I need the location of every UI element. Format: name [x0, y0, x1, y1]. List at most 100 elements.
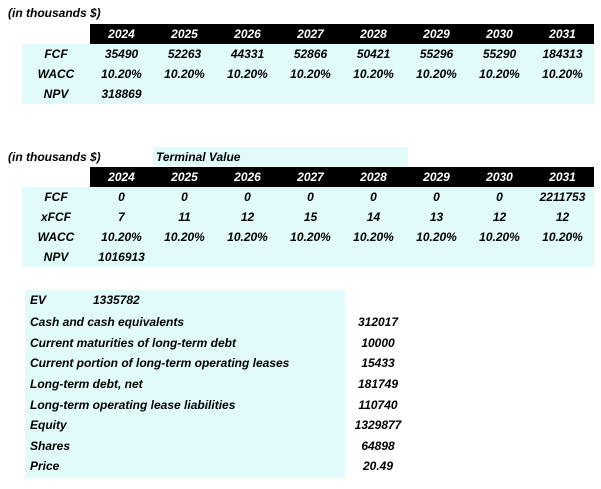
- summary-panel: [25, 290, 345, 478]
- table-cell: 10.20%: [227, 230, 268, 244]
- table2-year: 2027: [279, 167, 342, 187]
- table-cell: 10.20%: [290, 230, 331, 244]
- table-cell: 55290: [482, 47, 517, 61]
- dcf-table-2: 2024 2025 2026 2027 2028 2029 2030 2031 …: [22, 167, 594, 267]
- table-cell: 10.20%: [416, 230, 457, 244]
- table2-year: 2025: [153, 167, 216, 187]
- table-cell: 50421: [356, 47, 391, 61]
- summary-label: Current maturities of long-term debt: [30, 336, 237, 350]
- table1-year: 2025: [153, 24, 216, 44]
- ev-label: EV: [30, 293, 47, 307]
- table2-header-row: 2024 2025 2026 2027 2028 2029 2030 2031: [22, 167, 594, 187]
- dcf-table-1: 2024 2025 2026 2027 2028 2029 2030 2031 …: [22, 24, 594, 104]
- table2-year: 2029: [405, 167, 468, 187]
- table-cell: 14: [366, 210, 381, 224]
- summary-label: Long-term operating lease liabilities: [30, 398, 236, 412]
- table-cell: 11: [178, 210, 191, 224]
- summary-label: Current portion of long-term operating l…: [30, 356, 290, 370]
- table1-year: 2029: [405, 24, 468, 44]
- summary-value: 15433: [361, 356, 395, 370]
- table-cell: 13: [429, 210, 444, 224]
- summary-label: Cash and cash equivalents: [30, 315, 185, 329]
- table-cell: 35490: [104, 47, 139, 61]
- table-cell: 10.20%: [101, 230, 142, 244]
- row-label: WACC: [37, 67, 75, 81]
- table-row: FCF 0 0 0 0 0 0 0 2211753: [22, 187, 594, 207]
- table-cell: 10.20%: [542, 67, 583, 81]
- table-cell: 12: [240, 210, 255, 224]
- table-cell: 0: [496, 190, 503, 204]
- table1-year: 2026: [216, 24, 279, 44]
- summary-label: Long-term debt, net: [30, 377, 143, 391]
- table-cell: 10.20%: [416, 67, 457, 81]
- summary-value: 20.49: [362, 459, 394, 473]
- table-cell: 10.20%: [479, 230, 520, 244]
- table-cell: 7: [118, 210, 125, 224]
- summary-value: 312017: [357, 315, 399, 329]
- row-label: NPV: [43, 87, 69, 101]
- summary-label: Price: [30, 459, 60, 473]
- table-cell: 10.20%: [353, 230, 394, 244]
- table-cell: 10.20%: [542, 230, 583, 244]
- table-cell: 10.20%: [164, 230, 205, 244]
- table-cell: 0: [433, 190, 440, 204]
- row-label: WACC: [37, 230, 75, 244]
- table-cell: 52866: [293, 47, 328, 61]
- table-cell: 2211753: [539, 190, 586, 204]
- terminal-value-label: Terminal Value: [156, 150, 241, 164]
- table-row: FCF 35490 52263 44331 52866 50421 55296 …: [22, 44, 594, 64]
- table-cell: 0: [181, 190, 188, 204]
- terminal-value-title: Terminal Value: [153, 147, 408, 166]
- summary-label: Equity: [30, 418, 67, 432]
- table2-year: 2024: [90, 167, 153, 187]
- row-label: NPV: [43, 250, 69, 264]
- table-cell: 184313: [542, 47, 583, 61]
- ev-value: 1335782: [93, 293, 140, 307]
- table-cell: 55296: [419, 47, 454, 61]
- table-cell: 10.20%: [164, 67, 205, 81]
- table-cell: 52263: [167, 47, 202, 61]
- table-row: WACC 10.20% 10.20% 10.20% 10.20% 10.20% …: [22, 64, 594, 84]
- table-row: NPV 1016913: [22, 247, 594, 267]
- table-cell: 10.20%: [290, 67, 331, 81]
- table2-year: 2031: [531, 167, 594, 187]
- summary-values: [345, 290, 407, 478]
- table1-caption: (in thousands $): [8, 6, 101, 20]
- summary-value: 1329877: [354, 418, 402, 432]
- summary-label: Shares: [30, 439, 71, 453]
- table2-year: 2026: [216, 167, 279, 187]
- summary-value: 10000: [361, 336, 395, 350]
- summary-value: 110740: [358, 398, 398, 412]
- table1-year: 2027: [279, 24, 342, 44]
- table-cell: 10.20%: [353, 67, 394, 81]
- table-row: xFCF 7 11 12 15 14 13 12 12: [22, 207, 594, 227]
- table2-year: 2030: [468, 167, 531, 187]
- table-cell: 0: [307, 190, 314, 204]
- table-cell: 44331: [230, 47, 265, 61]
- table2-caption: (in thousands $): [8, 150, 101, 164]
- table-cell: 10.20%: [101, 67, 142, 81]
- summary-value: 181749: [357, 377, 399, 391]
- table-cell: 0: [118, 190, 125, 204]
- table-cell: 10.20%: [479, 67, 520, 81]
- table-cell: 12: [492, 210, 507, 224]
- row-label: FCF: [44, 47, 68, 61]
- table-row: WACC 10.20% 10.20% 10.20% 10.20% 10.20% …: [22, 227, 594, 247]
- table2-year: 2028: [342, 167, 405, 187]
- table-cell: 0: [370, 190, 377, 204]
- row-label: xFCF: [41, 210, 71, 224]
- table-row: NPV 318869: [22, 84, 594, 104]
- table1-year: 2028: [342, 24, 405, 44]
- summary-value: 64898: [361, 439, 395, 453]
- table1-year: 2031: [531, 24, 594, 44]
- table1-year: 2024: [90, 24, 153, 44]
- table-cell: 1016913: [98, 250, 145, 264]
- row-label: FCF: [44, 190, 68, 204]
- table-cell: 10.20%: [227, 67, 268, 81]
- table-cell: 15: [303, 210, 318, 224]
- table1-header-row: 2024 2025 2026 2027 2028 2029 2030 2031: [22, 24, 594, 44]
- table-cell: 0: [244, 190, 251, 204]
- table1-year: 2030: [468, 24, 531, 44]
- table-cell: 12: [555, 210, 570, 224]
